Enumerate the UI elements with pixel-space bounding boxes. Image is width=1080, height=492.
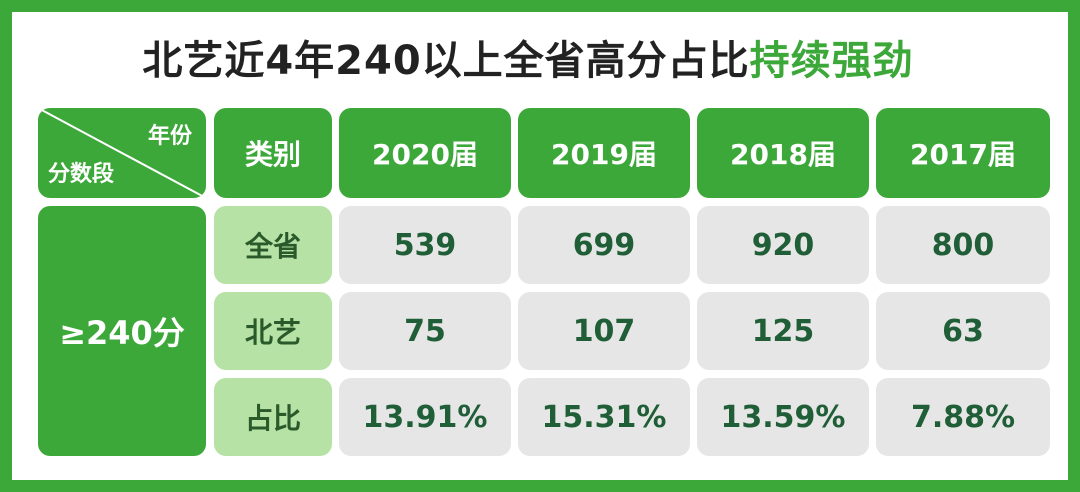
header-year-2019: 2019届 — [518, 108, 690, 198]
table-cell: 699 — [518, 206, 690, 284]
table-cell: 800 — [876, 206, 1050, 284]
header-year-2018: 2018届 — [697, 108, 869, 198]
table-cell: 15.31% — [518, 378, 690, 456]
table-cell: 7.88% — [876, 378, 1050, 456]
corner-score-label: 分数段 — [48, 162, 115, 187]
table-cell: 539 — [339, 206, 511, 284]
title-main: 北艺近4年240以上全省高分占比 — [142, 38, 750, 84]
diagonal-divider — [38, 108, 206, 198]
corner-header-cell: 年份 分数段 — [38, 108, 206, 198]
table-cell: 107 — [518, 292, 690, 370]
header-category: 类别 — [214, 108, 332, 198]
row-label-school: 北艺 — [214, 292, 332, 370]
row-label-ratio: 占比 — [214, 378, 332, 456]
table-cell: 63 — [876, 292, 1050, 370]
page-title: 北艺近4年240以上全省高分占比持续强劲 — [0, 28, 1056, 86]
header-year-2020: 2020届 — [339, 108, 511, 198]
title-highlight: 持续强劲 — [749, 38, 914, 84]
table-cell: 13.59% — [697, 378, 869, 456]
row-label-province: 全省 — [214, 206, 332, 284]
table-cell: 125 — [697, 292, 869, 370]
header-year-2017: 2017届 — [876, 108, 1050, 198]
table-cell: 75 — [339, 292, 511, 370]
table-cell: 13.91% — [339, 378, 511, 456]
table-cell: 920 — [697, 206, 869, 284]
corner-year-label: 年份 — [147, 124, 192, 149]
score-range-cell: ≥240分 — [38, 206, 206, 456]
